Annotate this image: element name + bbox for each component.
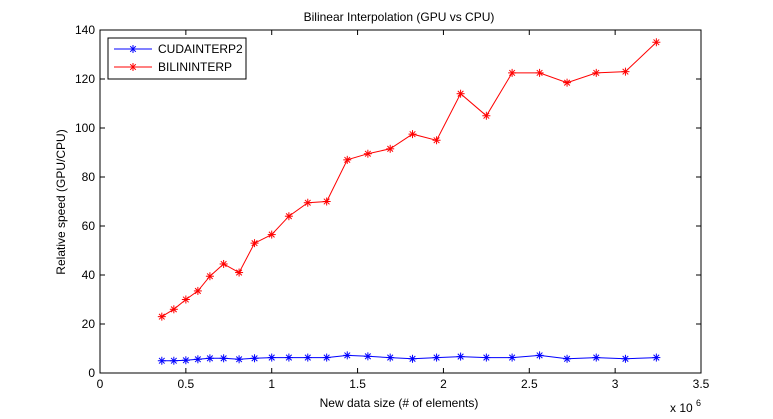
- series-layer: [157, 38, 661, 365]
- data-point-bilininterp: [181, 295, 190, 304]
- data-point-bilininterp: [343, 155, 352, 164]
- x-tick-label: 1: [268, 377, 275, 391]
- legend-box: [107, 37, 247, 80]
- x-axis-exponent-power: 6: [696, 398, 701, 408]
- data-point-bilininterp: [592, 68, 601, 77]
- plot-area: [99, 29, 702, 374]
- x-tick-label: 2: [440, 377, 447, 391]
- x-tick-label: 0.5: [178, 377, 195, 391]
- legend-item-bilininterp: BILININTERP: [114, 60, 232, 74]
- y-tick-label: 120: [75, 72, 95, 86]
- data-point-bilininterp: [219, 259, 228, 268]
- y-tick-label: 80: [82, 170, 96, 184]
- data-point-bilininterp: [652, 38, 661, 47]
- data-point-bilininterp: [432, 136, 441, 145]
- data-point-cudainterp2: [456, 352, 465, 361]
- x-tick-label: 2.5: [521, 377, 538, 391]
- legend-item-cudainterp2: CUDAINTERP2: [114, 42, 243, 56]
- x-axis-exponent-base: x 10: [670, 401, 693, 415]
- data-point-bilininterp: [408, 130, 417, 139]
- data-point-cudainterp2: [322, 353, 331, 362]
- data-point-cudainterp2: [432, 353, 441, 362]
- data-point-bilininterp: [169, 305, 178, 314]
- data-point-bilininterp: [267, 230, 276, 239]
- data-point-bilininterp: [363, 149, 372, 158]
- y-tick-label: 60: [82, 219, 96, 233]
- data-point-bilininterp: [621, 67, 630, 76]
- x-tick-label: 3: [612, 377, 619, 391]
- data-point-cudainterp2: [303, 353, 312, 362]
- x-axis-exponent: x 10 6: [670, 398, 701, 415]
- data-point-cudainterp2: [250, 354, 259, 363]
- x-axis-label: New data size (# of elements): [320, 396, 479, 410]
- series-bilininterp: [157, 38, 661, 321]
- data-point-bilininterp: [563, 78, 572, 87]
- chart-title: Bilinear Interpolation (GPU vs CPU): [304, 10, 495, 24]
- legend-label: CUDAINTERP2: [158, 42, 243, 56]
- data-point-cudainterp2: [181, 356, 190, 365]
- data-point-bilininterp: [508, 68, 517, 77]
- y-tick-label: 100: [75, 121, 95, 135]
- data-point-bilininterp: [535, 68, 544, 77]
- data-point-cudainterp2: [157, 356, 166, 365]
- y-tick-label: 20: [82, 317, 96, 331]
- x-tick-label: 3.5: [693, 377, 710, 391]
- data-point-bilininterp: [250, 239, 259, 248]
- y-tick-label: 140: [75, 23, 95, 37]
- data-point-cudainterp2: [563, 354, 572, 363]
- data-point-bilininterp: [235, 268, 244, 277]
- legend-marker: [129, 45, 137, 53]
- legend-marker: [129, 63, 137, 71]
- legend-label: BILININTERP: [158, 60, 232, 74]
- data-point-cudainterp2: [592, 353, 601, 362]
- data-point-bilininterp: [482, 111, 491, 120]
- y-tick-label: 40: [82, 268, 96, 282]
- data-point-cudainterp2: [482, 353, 491, 362]
- data-point-cudainterp2: [535, 351, 544, 360]
- data-point-cudainterp2: [169, 356, 178, 365]
- data-point-cudainterp2: [205, 354, 214, 363]
- data-point-cudainterp2: [284, 353, 293, 362]
- data-point-bilininterp: [456, 89, 465, 98]
- data-point-bilininterp: [322, 197, 331, 206]
- x-tick-label: 0: [97, 377, 104, 391]
- data-point-cudainterp2: [193, 355, 202, 364]
- data-point-cudainterp2: [621, 354, 630, 363]
- series-cudainterp2: [157, 351, 661, 365]
- data-point-cudainterp2: [219, 354, 228, 363]
- data-point-bilininterp: [284, 212, 293, 221]
- data-point-bilininterp: [193, 286, 202, 295]
- axis-ticks: 0 0.5 1 1.5 2 2.5 3 3.5 0 20 40 60 80 100 120 140: [75, 23, 710, 391]
- data-point-cudainterp2: [267, 353, 276, 362]
- data-point-cudainterp2: [363, 352, 372, 361]
- data-point-cudainterp2: [508, 353, 517, 362]
- data-point-bilininterp: [205, 272, 214, 281]
- data-point-bilininterp: [157, 312, 166, 321]
- y-tick-label: 0: [88, 366, 95, 380]
- legend: CUDAINTERP2 BILININTERP: [107, 37, 247, 80]
- data-point-bilininterp: [386, 144, 395, 153]
- y-axis-label: Relative speed (GPU/CPU): [54, 129, 68, 274]
- legend-items: CUDAINTERP2 BILININTERP: [114, 42, 243, 74]
- data-point-cudainterp2: [652, 353, 661, 362]
- data-point-cudainterp2: [386, 353, 395, 362]
- data-point-cudainterp2: [235, 355, 244, 364]
- x-tick-label: 1.5: [349, 377, 366, 391]
- data-point-bilininterp: [303, 198, 312, 207]
- data-point-cudainterp2: [408, 354, 417, 363]
- data-point-cudainterp2: [343, 351, 352, 360]
